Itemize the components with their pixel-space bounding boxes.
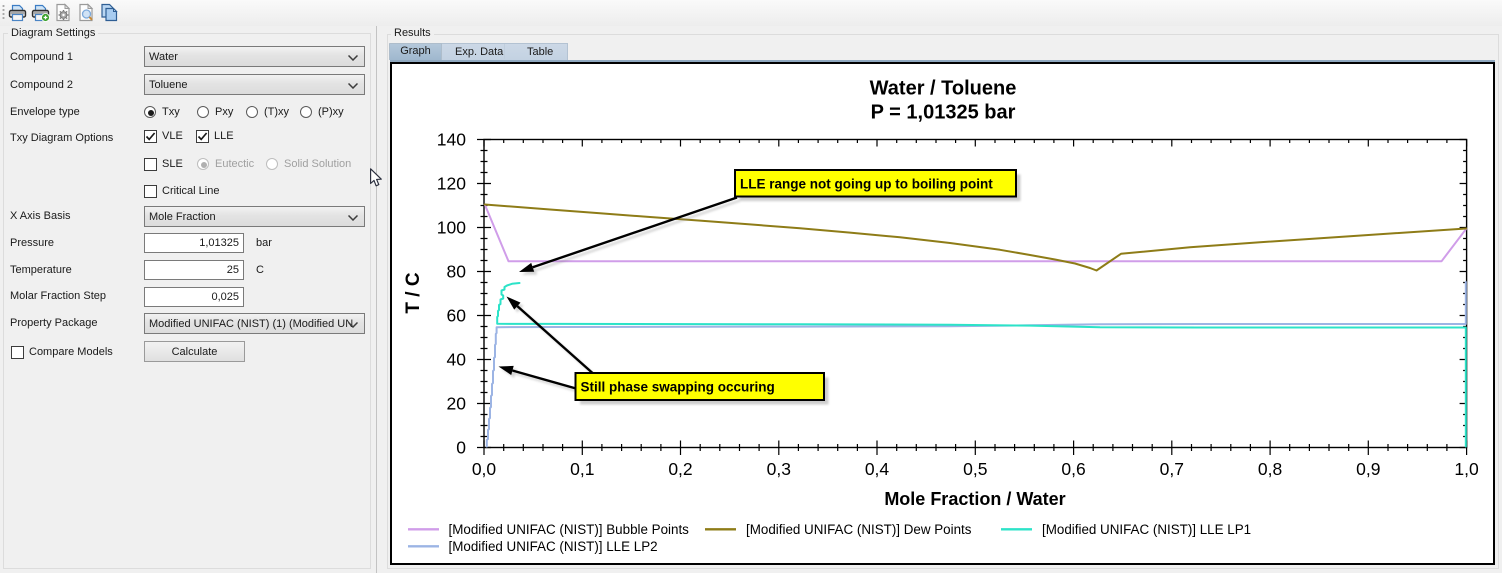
svg-text:0,1: 0,1 [570,459,594,479]
svg-text:20: 20 [447,394,467,414]
svg-text:0,2: 0,2 [668,459,692,479]
svg-text:1,0: 1,0 [1454,459,1479,479]
svg-text:T / C: T / C [403,272,424,313]
svg-text:0,0: 0,0 [472,459,497,479]
svg-text:[Modified UNIFAC (NIST)] Dew P: [Modified UNIFAC (NIST)] Dew Points [746,522,972,537]
svg-text:0,9: 0,9 [1356,459,1380,479]
svg-text:0,4: 0,4 [865,459,890,479]
svg-text:140: 140 [437,130,466,150]
svg-text:Mole Fraction / Water: Mole Fraction / Water [884,489,1065,509]
svg-text:LLE range not going up to boil: LLE range not going up to boiling point [740,176,993,191]
svg-text:0,5: 0,5 [963,459,987,479]
svg-text:0,7: 0,7 [1160,459,1184,479]
svg-text:[Modified UNIFAC (NIST)] LLE L: [Modified UNIFAC (NIST)] LLE LP1 [1042,522,1251,537]
svg-text:Water / Toluene: Water / Toluene [870,78,1017,100]
svg-text:0,6: 0,6 [1061,459,1085,479]
svg-text:Still phase swapping occuring: Still phase swapping occuring [581,380,775,395]
svg-text:0: 0 [456,438,466,458]
svg-text:100: 100 [437,218,466,238]
svg-text:120: 120 [437,174,466,194]
svg-text:40: 40 [447,350,467,370]
svg-text:[Modified UNIFAC (NIST)] LLE L: [Modified UNIFAC (NIST)] LLE LP2 [449,539,658,554]
svg-text:P = 1,01325 bar: P = 1,01325 bar [871,102,1016,124]
svg-text:0,8: 0,8 [1258,459,1282,479]
svg-text:[Modified UNIFAC (NIST)] Bubbl: [Modified UNIFAC (NIST)] Bubble Points [449,522,690,537]
svg-text:80: 80 [447,262,467,282]
svg-text:0,3: 0,3 [767,459,791,479]
svg-text:60: 60 [447,306,467,326]
